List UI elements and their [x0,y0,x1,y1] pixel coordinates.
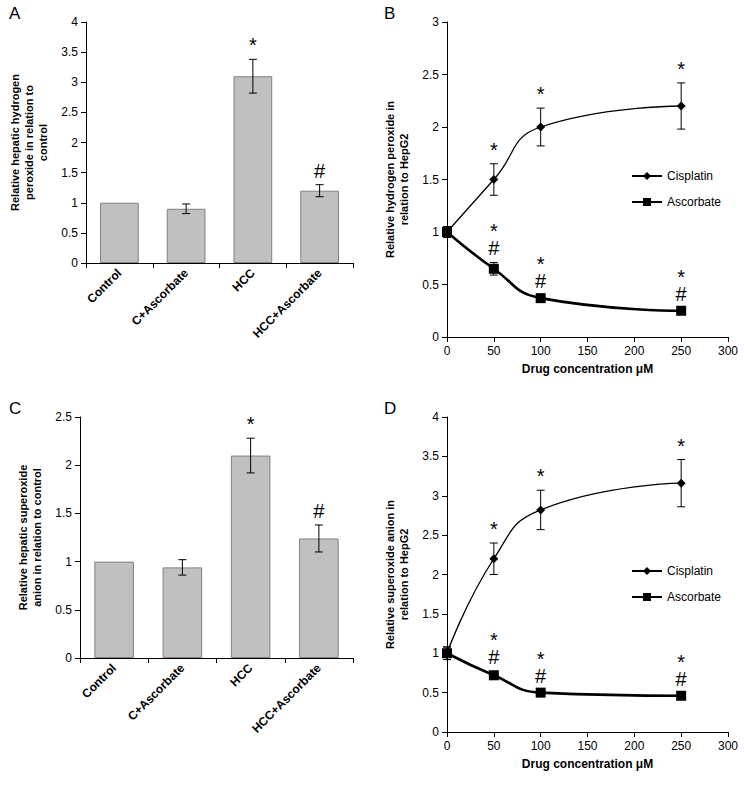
svg-text:A: A [9,4,21,23]
svg-text:Control: Control [79,661,119,701]
svg-text:*: * [249,34,257,56]
svg-text:3: 3 [432,489,439,503]
svg-text:0: 0 [432,330,439,344]
svg-text:50: 50 [487,344,501,358]
svg-text:#: # [488,646,500,668]
svg-text:150: 150 [577,739,597,753]
svg-text:#: # [313,500,325,522]
svg-text:0.5: 0.5 [422,278,439,292]
svg-text:#: # [314,160,326,182]
svg-text:2.5: 2.5 [422,68,439,82]
svg-text:Relative hepatic hydrogen: Relative hepatic hydrogen [9,74,21,211]
svg-text:#: # [488,237,500,259]
svg-text:0.5: 0.5 [422,686,439,700]
svg-text:2: 2 [65,458,72,472]
svg-text:0.5: 0.5 [61,226,78,240]
svg-text:4: 4 [71,15,78,29]
svg-text:Drug concentration μM: Drug concentration μM [522,362,653,376]
svg-text:*: * [677,435,685,457]
svg-text:D: D [384,399,396,418]
svg-text:#: # [535,665,547,687]
svg-text:*: * [247,413,255,435]
svg-text:HCC+Ascorbate: HCC+Ascorbate [250,266,325,341]
svg-text:250: 250 [671,739,691,753]
svg-text:1.5: 1.5 [61,166,78,180]
svg-text:100: 100 [531,739,551,753]
svg-text:4: 4 [432,410,439,424]
svg-text:3.5: 3.5 [422,449,439,463]
svg-text:*: * [537,83,545,105]
svg-text:Drug concentration μM: Drug concentration μM [522,757,653,771]
svg-text:HCC+Ascorbate: HCC+Ascorbate [249,661,324,736]
svg-text:3: 3 [432,15,439,29]
svg-text:Relative hepatic superoxide: Relative hepatic superoxide [17,465,29,611]
svg-text:C: C [9,399,21,418]
svg-text:2: 2 [432,120,439,134]
svg-text:Ascorbate: Ascorbate [667,590,721,604]
svg-text:control: control [37,124,49,161]
svg-text:#: # [676,283,688,305]
svg-text:C+Ascorbate: C+Ascorbate [129,266,192,329]
svg-text:2: 2 [71,136,78,150]
svg-text:Relative hydrogen peroxide in: Relative hydrogen peroxide in [384,101,396,258]
svg-text:50: 50 [487,739,501,753]
svg-text:B: B [384,4,395,23]
svg-text:250: 250 [671,344,691,358]
svg-text:0: 0 [71,256,78,270]
svg-text:3: 3 [71,75,78,89]
svg-text:2: 2 [432,568,439,582]
svg-text:0: 0 [432,725,439,739]
svg-text:0: 0 [65,651,72,665]
svg-text:1: 1 [65,555,72,569]
svg-text:*: * [490,518,498,540]
svg-text:0: 0 [444,344,451,358]
svg-text:Cisplatin: Cisplatin [667,169,713,183]
svg-text:1: 1 [432,225,439,239]
svg-text:2.5: 2.5 [55,410,72,424]
svg-text:2.5: 2.5 [61,105,78,119]
svg-text:1.5: 1.5 [55,506,72,520]
svg-text:*: * [677,58,685,80]
svg-text:Relative superoxide anion in: Relative superoxide anion in [384,500,396,649]
svg-text:1: 1 [432,646,439,660]
svg-text:HCC: HCC [230,266,259,295]
svg-text:2.5: 2.5 [422,528,439,542]
svg-text:0: 0 [444,739,451,753]
svg-text:relation to HepG2: relation to HepG2 [398,134,410,226]
svg-text:1.5: 1.5 [422,173,439,187]
svg-text:3.5: 3.5 [61,45,78,59]
svg-text:Control: Control [84,266,124,306]
svg-text:200: 200 [624,739,644,753]
svg-text:1.5: 1.5 [422,607,439,621]
svg-text:300: 300 [718,739,738,753]
svg-text:C+Ascorbate: C+Ascorbate [125,661,188,724]
svg-text:100: 100 [531,344,551,358]
svg-text:*: * [537,465,545,487]
svg-text:#: # [676,668,688,690]
svg-text:relation to HepG2: relation to HepG2 [398,529,410,621]
svg-text:0.5: 0.5 [55,603,72,617]
svg-text:anion in relation to control: anion in relation to control [31,468,43,607]
svg-text:200: 200 [624,344,644,358]
svg-text:peroxide in relation to: peroxide in relation to [23,85,35,200]
svg-text:Cisplatin: Cisplatin [667,564,713,578]
svg-text:1: 1 [71,196,78,210]
svg-text:HCC: HCC [227,661,256,690]
svg-text:*: * [490,139,498,161]
svg-text:150: 150 [577,344,597,358]
svg-text:300: 300 [718,344,738,358]
svg-text:#: # [535,270,547,292]
svg-text:Ascorbate: Ascorbate [667,195,721,209]
